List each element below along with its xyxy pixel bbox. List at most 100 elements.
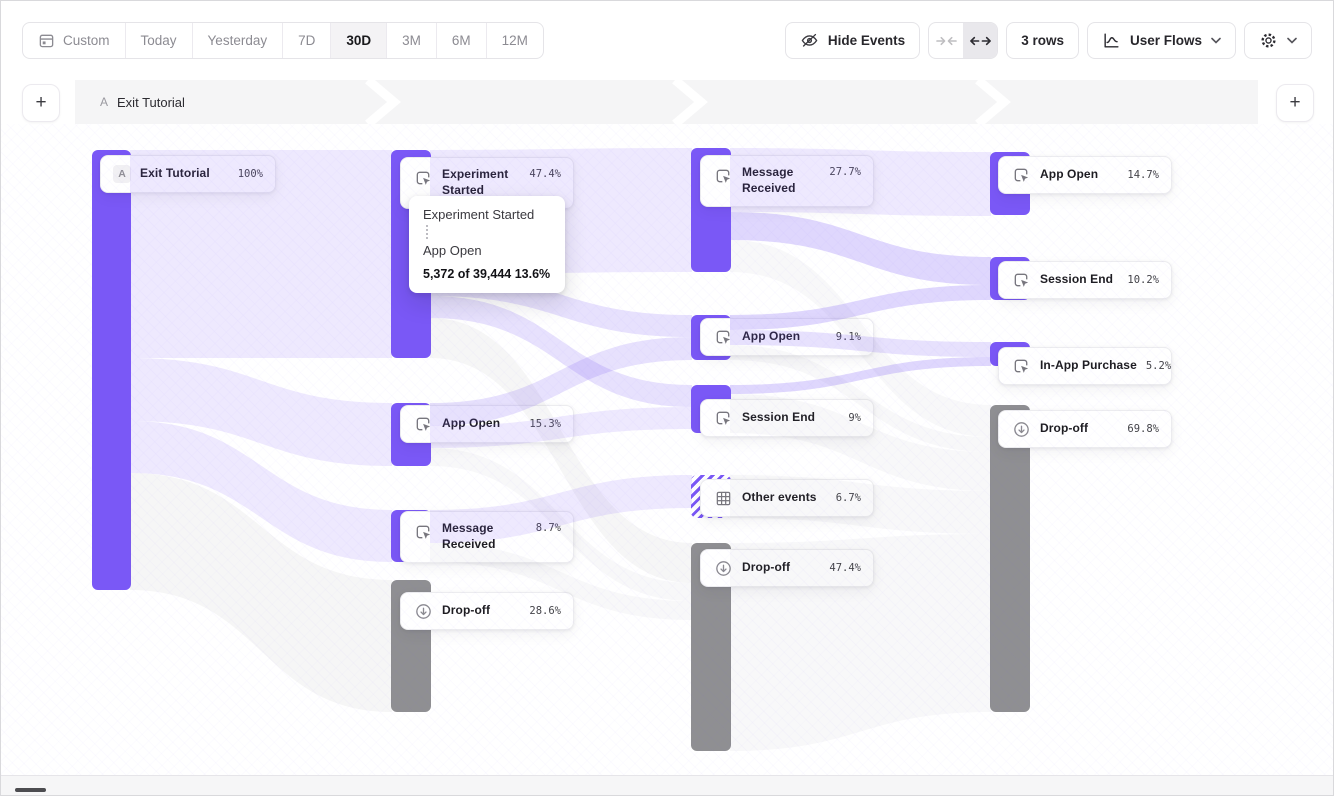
node-card-app-open-4[interactable]: App Open 14.7%: [998, 156, 1172, 194]
flow-link[interactable]: [730, 475, 991, 534]
step-name: Exit Tutorial: [117, 94, 185, 110]
tooltip-source: Experiment Started: [423, 207, 535, 222]
event-icon: [413, 168, 433, 188]
node-bar-drop-off-4[interactable]: [990, 405, 1030, 712]
flow-link[interactable]: [130, 358, 392, 466]
collapse-columns-button[interactable]: [929, 23, 963, 58]
drop-off-icon: [413, 601, 433, 621]
node-percent: 15.3%: [529, 418, 561, 430]
flow-link[interactable]: [730, 330, 991, 357]
date-range-label: 6M: [451, 33, 471, 48]
add-step-right-button[interactable]: +: [1276, 84, 1314, 122]
date-range-today[interactable]: Today: [126, 23, 193, 58]
arrows-outward-icon: [969, 36, 991, 45]
node-label: In-App Purchase: [1040, 358, 1137, 374]
node-card-app-open-3[interactable]: App Open 9.1%: [700, 318, 874, 356]
node-card-exit-tutorial[interactable]: A Exit Tutorial 100%: [100, 155, 276, 193]
grid-icon: [713, 488, 733, 508]
node-label: Session End: [742, 410, 839, 426]
chevron-separator-icon: [365, 80, 401, 124]
date-range-3m[interactable]: 3M: [387, 23, 437, 58]
chevron-down-icon: [1287, 37, 1297, 44]
node-label: Message Received: [442, 521, 527, 552]
drop-off-icon: [1011, 419, 1031, 439]
bottom-scroll-area: [1, 775, 1333, 795]
date-range-12m[interactable]: 12M: [487, 23, 543, 58]
node-percent: 27.7%: [829, 166, 861, 178]
settings-dropdown[interactable]: [1244, 22, 1312, 59]
node-card-message-received-3[interactable]: Message Received 27.7%: [700, 155, 874, 207]
add-step-left-button[interactable]: +: [22, 84, 60, 122]
node-percent: 100%: [238, 168, 263, 180]
flow-link[interactable]: [430, 296, 692, 407]
node-card-session-end-3[interactable]: Session End 9%: [700, 399, 874, 437]
rows-button[interactable]: 3 rows: [1006, 22, 1079, 59]
tooltip-target: App Open: [423, 243, 482, 258]
flow-link[interactable]: [430, 448, 692, 601]
flow-link[interactable]: [130, 421, 392, 562]
flow-link[interactable]: [730, 394, 991, 491]
node-card-in-app-purchase-4[interactable]: In-App Purchase 5.2%: [998, 347, 1172, 385]
view-selector-dropdown[interactable]: User Flows: [1086, 22, 1236, 59]
node-card-drop-off-3[interactable]: Drop-off 47.4%: [700, 549, 874, 587]
flow-link[interactable]: [430, 337, 692, 426]
flow-link[interactable]: [130, 150, 392, 358]
node-label: Experiment Started: [442, 167, 520, 198]
flow-link[interactable]: [730, 285, 991, 330]
node-percent: 6.7%: [836, 492, 861, 504]
toolbar-right-group: Hide Events 3 rows: [784, 22, 1312, 59]
flow-link[interactable]: [730, 212, 991, 285]
flow-link[interactable]: [730, 345, 991, 452]
event-icon: [713, 408, 733, 428]
date-range-yesterday[interactable]: Yesterday: [193, 23, 284, 58]
tooltip-stat: 5,372 of 39,444 13.6%: [423, 267, 551, 281]
node-card-session-end-4[interactable]: Session End 10.2%: [998, 261, 1172, 299]
flow-step-banner[interactable]: A Exit Tutorial: [75, 80, 1258, 124]
node-card-drop-off-4[interactable]: Drop-off 69.8%: [998, 410, 1172, 448]
view-selector-label: User Flows: [1129, 33, 1202, 48]
node-percent: 14.7%: [1127, 169, 1159, 181]
date-range-6m[interactable]: 6M: [437, 23, 487, 58]
flow-link[interactable]: [130, 473, 392, 712]
gear-icon: [1259, 31, 1278, 50]
link-tooltip: Experiment Started App Open 5,372 of 39,…: [409, 196, 565, 293]
date-range-label: Custom: [63, 33, 110, 48]
horizontal-scrollbar-thumb[interactable]: [15, 788, 46, 792]
hide-events-button[interactable]: Hide Events: [784, 22, 921, 59]
drop-off-icon: [713, 558, 733, 578]
flow-link[interactable]: [430, 407, 692, 448]
date-range-7d[interactable]: 7D: [283, 23, 332, 58]
expand-columns-button[interactable]: [963, 23, 998, 58]
flow-link[interactable]: [430, 543, 692, 620]
arrows-inward-icon: [935, 36, 957, 45]
flow-step-label: A Exit Tutorial: [100, 80, 185, 124]
flow-link[interactable]: [430, 318, 692, 583]
top-toolbar: Custom Today Yesterday 7D 30D 3M 6M 12M …: [22, 22, 1312, 59]
date-range-30d[interactable]: 30D: [331, 23, 388, 58]
flow-link[interactable]: [430, 475, 692, 543]
flow-link[interactable]: [730, 357, 991, 394]
event-icon: [413, 522, 433, 542]
node-percent: 47.4%: [529, 168, 561, 180]
node-card-other-events-3[interactable]: Other events 6.7%: [700, 479, 874, 517]
node-bar-exit-tutorial[interactable]: [92, 150, 131, 590]
sankey-canvas: [1, 124, 1333, 775]
chevron-separator-icon: [975, 80, 1011, 124]
collapse-expand-toggle: [928, 22, 999, 59]
node-card-message-received-2[interactable]: Message Received 8.7%: [400, 511, 574, 563]
node-card-app-open-2[interactable]: App Open 15.3%: [400, 405, 574, 443]
date-range-custom[interactable]: Custom: [23, 23, 126, 58]
node-label: Drop-off: [742, 560, 820, 576]
node-percent: 9%: [848, 412, 861, 424]
date-range-label: Yesterday: [207, 33, 268, 48]
date-range-label: 3M: [402, 33, 421, 48]
flow-link[interactable]: [730, 148, 991, 216]
event-icon: [413, 414, 433, 434]
flow-link[interactable]: [730, 534, 991, 751]
node-percent: 28.6%: [529, 605, 561, 617]
flow-link[interactable]: [730, 240, 991, 437]
date-range-label: Today: [140, 33, 177, 48]
node-card-drop-off-2[interactable]: Drop-off 28.6%: [400, 592, 574, 630]
node-label: App Open: [442, 416, 520, 432]
calendar-icon: [38, 32, 55, 49]
